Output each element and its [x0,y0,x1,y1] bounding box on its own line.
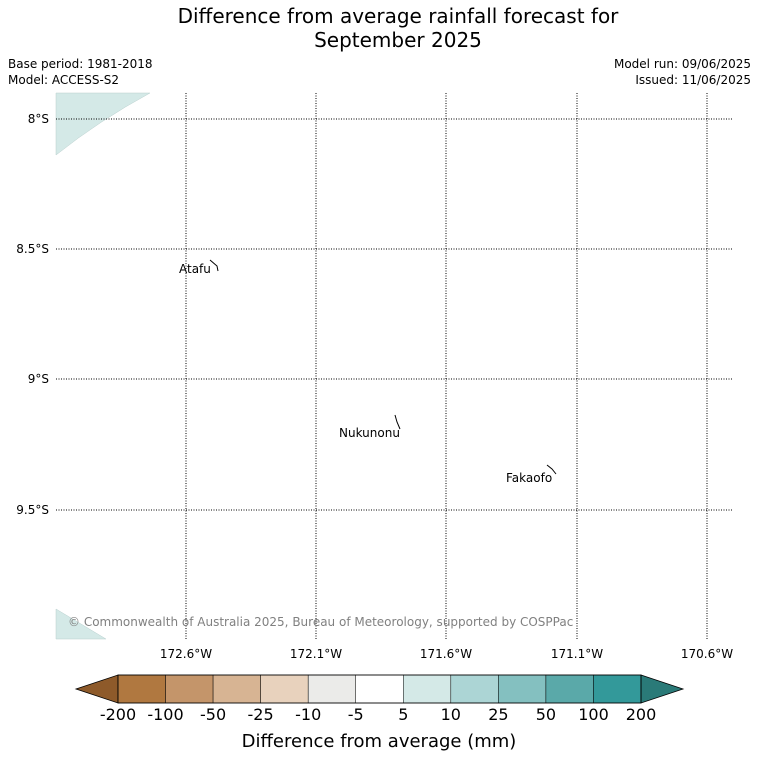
model-run: Model run: 09/06/2025 [613,57,751,71]
lon-label-2: 172.1°W [290,647,342,661]
copyright-notice: © Commonwealth of Australia 2025, Bureau… [68,615,573,629]
cb-tick-8: 10 [441,705,461,724]
colorbar-cell [403,674,452,704]
colorbar-cells [117,674,642,704]
cb-tick-11: 100 [578,705,609,724]
colorbar [74,674,685,704]
rainfall-shade-bottom-left [55,608,107,640]
cb-tick-9: 25 [488,705,508,724]
longitude-gridlines [185,93,708,639]
cb-tick-2: -100 [147,705,183,724]
lon-label-3: 171.6°W [420,647,472,661]
lat-label-1: 8°S [28,112,49,126]
place-label-fakaofo: Fakaofo [506,471,552,485]
meta-right: Model run: 09/06/2025 Issued: 11/06/2025 [614,56,751,88]
colorbar-cell [498,674,547,704]
latitude-gridlines [56,118,733,511]
cb-tick-1: -200 [100,705,136,724]
colorbar-cell [260,674,309,704]
longitude-labels: 172.6°W 172.1°W 171.6°W 171.1°W 170.6°W [160,647,733,661]
colorbar-cell [212,674,261,704]
model-name: Model: ACCESS-S2 [8,73,120,87]
cb-tick-10: 50 [536,705,556,724]
nukunonu-atoll [394,414,401,430]
lon-label-5: 170.6°W [681,647,733,661]
colorbar-cell [165,674,214,704]
atafu-atoll [209,259,219,272]
colorbar-extend-high [640,674,685,704]
rainfall-shade-top-left [55,92,151,156]
colorbar-cell [307,674,356,704]
lon-label-1: 172.6°W [160,647,212,661]
latitude-labels: 8°S 8.5°S 9°S 9.5°S [16,112,49,517]
cb-tick-4: -25 [248,705,274,724]
cb-tick-12: 200 [626,705,657,724]
title-line-2: September 2025 [314,28,482,52]
colorbar-frame [117,674,642,704]
colorbar-label: Difference from average (mm) [242,731,517,752]
lat-label-3: 9°S [28,372,49,386]
colorbar-cell [355,674,404,704]
lon-label-4: 171.1°W [551,647,603,661]
colorbar-cell [117,674,166,704]
cb-tick-7: 5 [398,705,408,724]
colorbar-tick-labels: -200 -100 -50 -25 -10 -5 5 10 25 50 100 … [100,705,656,724]
map-title: Difference from average rainfall forecas… [0,4,758,52]
lat-label-4: 9.5°S [16,503,49,517]
base-period: Base period: 1981-2018 [8,57,153,71]
title-line-1: Difference from average rainfall forecas… [177,4,619,28]
colorbar-cell [545,674,594,704]
cb-tick-5: -10 [295,705,321,724]
place-label-atafu: Atafu [179,262,211,276]
colorbar-cell [593,674,642,704]
fakaofo-atoll [546,464,557,475]
colorbar-extend-low [74,674,119,704]
lat-label-2: 8.5°S [16,242,49,256]
cb-tick-6: -5 [348,705,364,724]
meta-left: Base period: 1981-2018 Model: ACCESS-S2 [8,56,153,88]
issued-date: Issued: 11/06/2025 [635,73,751,87]
place-label-nukunonu: Nukunonu [339,426,400,440]
colorbar-cell [450,674,499,704]
cb-tick-3: -50 [200,705,226,724]
